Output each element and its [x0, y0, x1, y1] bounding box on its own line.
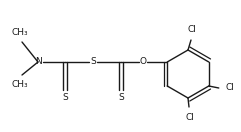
Text: Cl: Cl	[226, 84, 235, 93]
Text: Cl: Cl	[186, 113, 194, 122]
Text: S: S	[62, 93, 68, 102]
Text: N: N	[35, 58, 41, 67]
Text: S: S	[118, 93, 124, 102]
Text: O: O	[140, 58, 147, 67]
Text: Cl: Cl	[187, 25, 196, 34]
Text: S: S	[90, 58, 96, 67]
Text: CH₃: CH₃	[12, 80, 28, 89]
Text: CH₃: CH₃	[12, 28, 28, 37]
